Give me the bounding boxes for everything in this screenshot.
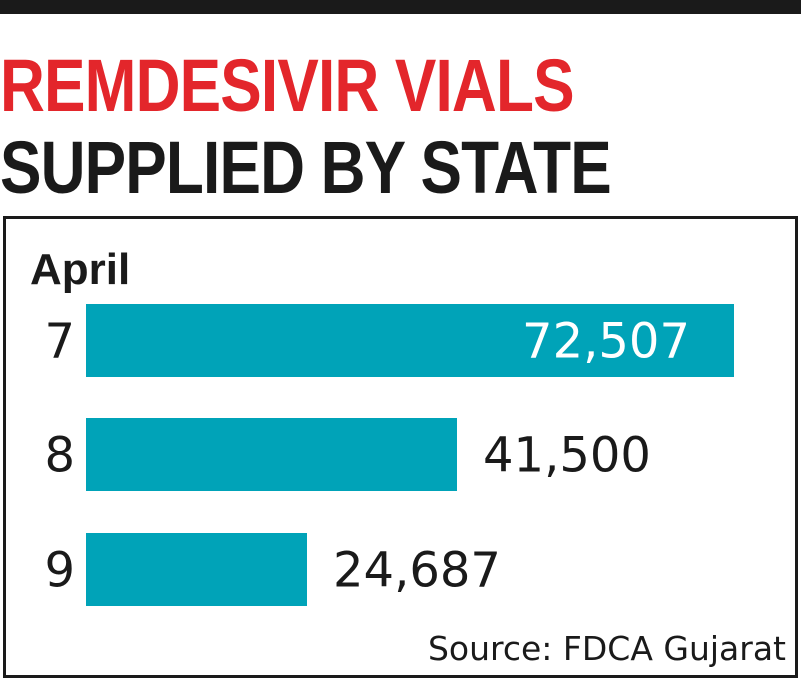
value-label: 41,500 [483,428,651,484]
category-axis-label: April [30,245,130,294]
chart-frame [3,216,798,678]
chart-title-line-1: REMDESIVIR VIALS [0,44,575,127]
bars-group: 7 72,507 8 41,500 9 24,687 [44,304,734,606]
value-label: 24,687 [333,543,501,599]
top-rule [0,0,801,14]
chart-title-line-2: SUPPLIED BY STATE [0,126,612,209]
category-label: 9 [44,543,75,599]
value-label: 72,507 [522,314,690,370]
category-label: 8 [44,428,75,484]
source-note: Source: FDCA Gujarat [428,629,786,668]
bar [86,418,457,491]
category-label: 7 [44,314,75,370]
bar [86,304,734,377]
bar [86,533,307,606]
